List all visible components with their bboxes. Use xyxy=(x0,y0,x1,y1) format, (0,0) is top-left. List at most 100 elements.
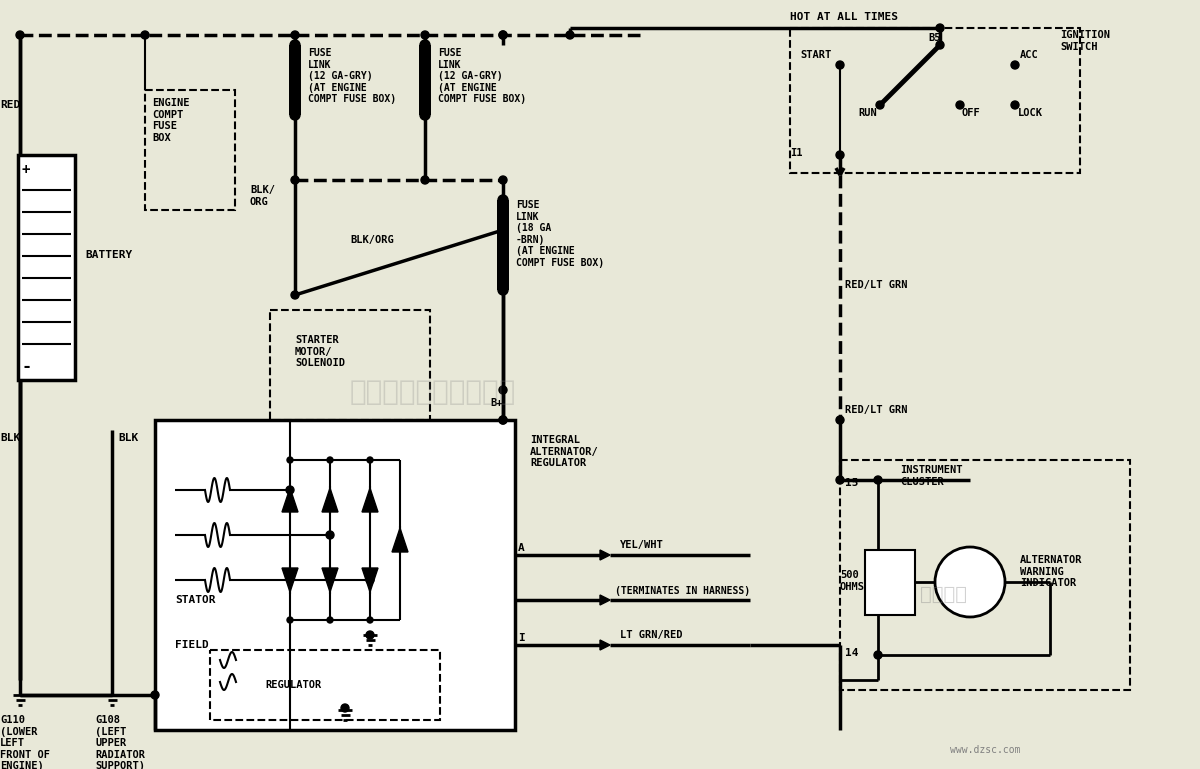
Text: RUN: RUN xyxy=(858,108,877,118)
Text: 维库一下: 维库一下 xyxy=(920,585,967,604)
Circle shape xyxy=(499,176,508,184)
Bar xyxy=(419,45,431,115)
Circle shape xyxy=(935,547,1006,617)
Polygon shape xyxy=(282,568,298,592)
Text: INSTRUMENT
CLUSTER: INSTRUMENT CLUSTER xyxy=(900,465,962,487)
Circle shape xyxy=(836,61,844,69)
Polygon shape xyxy=(282,488,298,512)
Polygon shape xyxy=(600,550,610,560)
Bar xyxy=(270,310,430,420)
Text: HOT AT ALL TIMES: HOT AT ALL TIMES xyxy=(790,12,898,22)
Text: RED/LT GRN: RED/LT GRN xyxy=(845,405,907,415)
Circle shape xyxy=(366,576,374,584)
Text: +: + xyxy=(22,163,29,177)
Circle shape xyxy=(836,416,844,424)
Circle shape xyxy=(290,40,300,50)
Text: I1: I1 xyxy=(790,148,803,158)
Polygon shape xyxy=(362,568,378,592)
Text: YEL/WHT: YEL/WHT xyxy=(620,540,664,550)
Circle shape xyxy=(287,457,293,463)
Text: RED: RED xyxy=(0,100,20,110)
Text: 14: 14 xyxy=(845,648,858,658)
Circle shape xyxy=(498,285,508,295)
Text: REGULATOR: REGULATOR xyxy=(265,680,322,690)
Circle shape xyxy=(292,291,299,299)
Text: FUSE
LINK
(12 GA-GRY)
(AT ENGINE
COMPT FUSE BOX): FUSE LINK (12 GA-GRY) (AT ENGINE COMPT F… xyxy=(308,48,396,105)
Text: LT GRN/RED: LT GRN/RED xyxy=(620,630,683,640)
Text: ENGINE
COMPT
FUSE
BOX: ENGINE COMPT FUSE BOX xyxy=(152,98,190,143)
Text: INTEGRAL
ALTERNATOR/
REGULATOR: INTEGRAL ALTERNATOR/ REGULATOR xyxy=(530,435,599,468)
Circle shape xyxy=(1010,101,1019,109)
Text: I: I xyxy=(518,633,524,643)
Text: A: A xyxy=(518,543,524,553)
Circle shape xyxy=(326,457,334,463)
Circle shape xyxy=(499,31,508,39)
Polygon shape xyxy=(362,488,378,512)
Polygon shape xyxy=(600,595,610,605)
Text: BLK/
ORG: BLK/ ORG xyxy=(250,185,275,207)
Text: 15: 15 xyxy=(845,478,858,488)
Circle shape xyxy=(936,41,944,49)
Circle shape xyxy=(341,704,349,712)
Text: B+: B+ xyxy=(490,398,503,408)
Text: www.dzsc.com: www.dzsc.com xyxy=(950,745,1020,755)
Circle shape xyxy=(290,110,300,120)
Circle shape xyxy=(326,617,334,623)
Bar xyxy=(155,420,515,730)
Text: -: - xyxy=(22,358,31,376)
Polygon shape xyxy=(392,528,408,552)
Bar xyxy=(790,28,1080,173)
Text: FIELD: FIELD xyxy=(175,640,209,650)
Circle shape xyxy=(151,691,158,699)
Text: STARTER
MOTOR/
SOLENOID: STARTER MOTOR/ SOLENOID xyxy=(295,335,346,368)
Bar xyxy=(840,460,1130,690)
Text: LOCK: LOCK xyxy=(1018,108,1043,118)
Bar xyxy=(145,90,235,210)
Circle shape xyxy=(421,31,430,39)
Text: START: START xyxy=(800,50,832,60)
Text: BATTERY: BATTERY xyxy=(85,250,132,260)
Circle shape xyxy=(326,531,334,539)
Text: G108
(LEFT
UPPER
RADIATOR
SUPPORT): G108 (LEFT UPPER RADIATOR SUPPORT) xyxy=(95,715,145,769)
Circle shape xyxy=(1010,61,1019,69)
Text: RED/LT GRN: RED/LT GRN xyxy=(845,280,907,290)
Text: 杭州将军科技有限公司: 杭州将军科技有限公司 xyxy=(350,378,516,406)
Text: B5: B5 xyxy=(928,33,941,43)
Text: BLK: BLK xyxy=(118,433,138,443)
Circle shape xyxy=(836,151,844,159)
Circle shape xyxy=(420,40,430,50)
Circle shape xyxy=(498,195,508,205)
Circle shape xyxy=(286,486,294,494)
Circle shape xyxy=(292,31,299,39)
Circle shape xyxy=(876,101,884,109)
Circle shape xyxy=(292,176,299,184)
Text: FUSE
LINK
(12 GA-GRY)
(AT ENGINE
COMPT FUSE BOX): FUSE LINK (12 GA-GRY) (AT ENGINE COMPT F… xyxy=(438,48,526,105)
Text: IGNITION
SWITCH: IGNITION SWITCH xyxy=(1060,30,1110,52)
Bar xyxy=(865,550,916,615)
Text: ALTERNATOR
WARNING
INDICATOR: ALTERNATOR WARNING INDICATOR xyxy=(1020,555,1082,588)
Circle shape xyxy=(420,110,430,120)
Circle shape xyxy=(16,31,24,39)
Polygon shape xyxy=(600,640,610,650)
Text: OFF: OFF xyxy=(962,108,980,118)
Circle shape xyxy=(499,416,508,424)
Text: 500
OHMS: 500 OHMS xyxy=(840,570,865,591)
Circle shape xyxy=(874,476,882,484)
Text: G110
(LOWER
LEFT
FRONT OF
ENGINE): G110 (LOWER LEFT FRONT OF ENGINE) xyxy=(0,715,50,769)
Text: BLK: BLK xyxy=(0,433,20,443)
Bar xyxy=(289,45,301,115)
Circle shape xyxy=(499,31,508,39)
Text: ACC: ACC xyxy=(1020,50,1039,60)
Circle shape xyxy=(956,101,964,109)
Circle shape xyxy=(366,631,374,639)
Polygon shape xyxy=(322,488,338,512)
Bar xyxy=(210,650,440,720)
Polygon shape xyxy=(322,568,338,592)
Bar xyxy=(497,200,509,290)
Circle shape xyxy=(421,176,430,184)
Text: STATOR: STATOR xyxy=(175,595,216,605)
Text: (TERMINATES IN HARNESS): (TERMINATES IN HARNESS) xyxy=(616,586,750,596)
Text: BLK/ORG: BLK/ORG xyxy=(350,235,394,245)
Circle shape xyxy=(142,31,149,39)
Text: FUSE
LINK
(18 GA
-BRN)
(AT ENGINE
COMPT FUSE BOX): FUSE LINK (18 GA -BRN) (AT ENGINE COMPT … xyxy=(516,200,604,268)
